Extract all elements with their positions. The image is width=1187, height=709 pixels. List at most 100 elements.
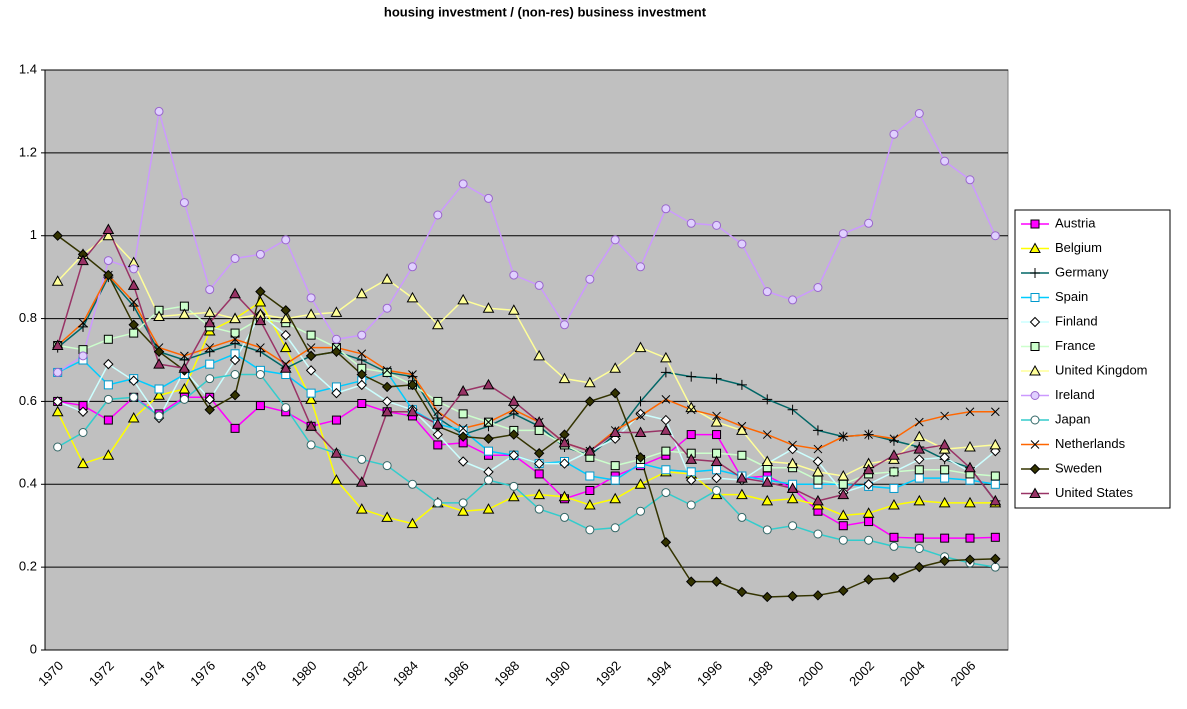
chart-title: housing investment / (non-res) business … (384, 4, 707, 19)
marker (762, 287, 772, 297)
marker (78, 321, 89, 332)
marker (381, 381, 393, 393)
marker (458, 498, 468, 508)
marker (381, 405, 393, 417)
marker (813, 529, 823, 539)
marker (636, 506, 646, 516)
marker (534, 280, 544, 290)
marker (205, 285, 215, 295)
marker (737, 450, 747, 460)
marker (609, 492, 622, 504)
marker (482, 302, 495, 313)
marker (357, 330, 367, 340)
x-tick-label: 1992 (593, 658, 624, 689)
marker (279, 362, 292, 373)
marker (787, 590, 798, 602)
marker (660, 424, 672, 435)
marker (660, 537, 672, 548)
marker (965, 175, 975, 185)
marker (78, 351, 88, 361)
series-line (57, 234, 996, 477)
series-line (57, 275, 996, 502)
marker (686, 500, 696, 510)
legend-marker (1030, 268, 1040, 278)
marker (889, 541, 899, 551)
marker (533, 349, 546, 361)
marker (609, 426, 622, 437)
marker (712, 220, 722, 230)
marker (661, 446, 671, 456)
marker (534, 469, 544, 479)
marker (862, 463, 875, 475)
marker (736, 424, 748, 435)
marker (940, 473, 950, 483)
marker (356, 355, 367, 365)
marker (913, 430, 926, 442)
marker (534, 425, 544, 435)
legend-marker (1029, 463, 1041, 475)
marker (205, 374, 215, 384)
marker (712, 430, 722, 440)
marker (507, 395, 520, 406)
marker (533, 448, 545, 459)
marker (77, 457, 89, 469)
marker (686, 218, 696, 228)
marker (686, 430, 696, 440)
marker (431, 318, 444, 330)
marker (710, 455, 723, 466)
marker (938, 438, 951, 450)
marker (432, 429, 444, 440)
marker (355, 287, 368, 299)
legend-label: France (1055, 338, 1095, 353)
marker (153, 310, 165, 321)
marker (964, 554, 976, 565)
marker (229, 312, 241, 324)
marker (762, 430, 772, 439)
marker (407, 479, 417, 489)
marker (433, 440, 443, 450)
marker (862, 507, 875, 518)
legend-label: Finland (1055, 313, 1098, 328)
x-tick-label: 1982 (339, 658, 370, 689)
marker (382, 367, 392, 377)
marker (584, 396, 596, 407)
marker (914, 465, 924, 475)
marker (736, 586, 748, 598)
marker (863, 479, 874, 490)
legend-marker (1029, 242, 1041, 253)
marker (584, 376, 596, 388)
marker (584, 498, 596, 510)
marker (914, 473, 924, 483)
marker (230, 370, 240, 379)
marker (762, 591, 773, 603)
marker (457, 293, 469, 305)
marker (712, 486, 722, 495)
marker (863, 574, 874, 585)
marker (53, 442, 63, 452)
marker (737, 512, 747, 522)
marker (330, 447, 343, 458)
marker (482, 378, 495, 390)
y-tick-label: 0.4 (19, 476, 37, 491)
marker (103, 269, 114, 281)
marker (305, 350, 317, 362)
marker (686, 405, 696, 415)
marker (635, 452, 646, 463)
marker (407, 262, 417, 272)
marker (77, 406, 89, 417)
marker (154, 411, 164, 421)
marker (838, 535, 848, 545)
marker (736, 472, 748, 483)
marker (153, 346, 165, 357)
marker (964, 496, 976, 508)
marker (153, 358, 165, 369)
marker (585, 274, 595, 284)
marker (508, 450, 520, 461)
marker (584, 445, 596, 456)
marker (51, 405, 64, 417)
marker (762, 525, 772, 535)
marker (355, 503, 368, 514)
marker (610, 475, 620, 485)
marker (838, 585, 849, 596)
marker (533, 488, 546, 500)
